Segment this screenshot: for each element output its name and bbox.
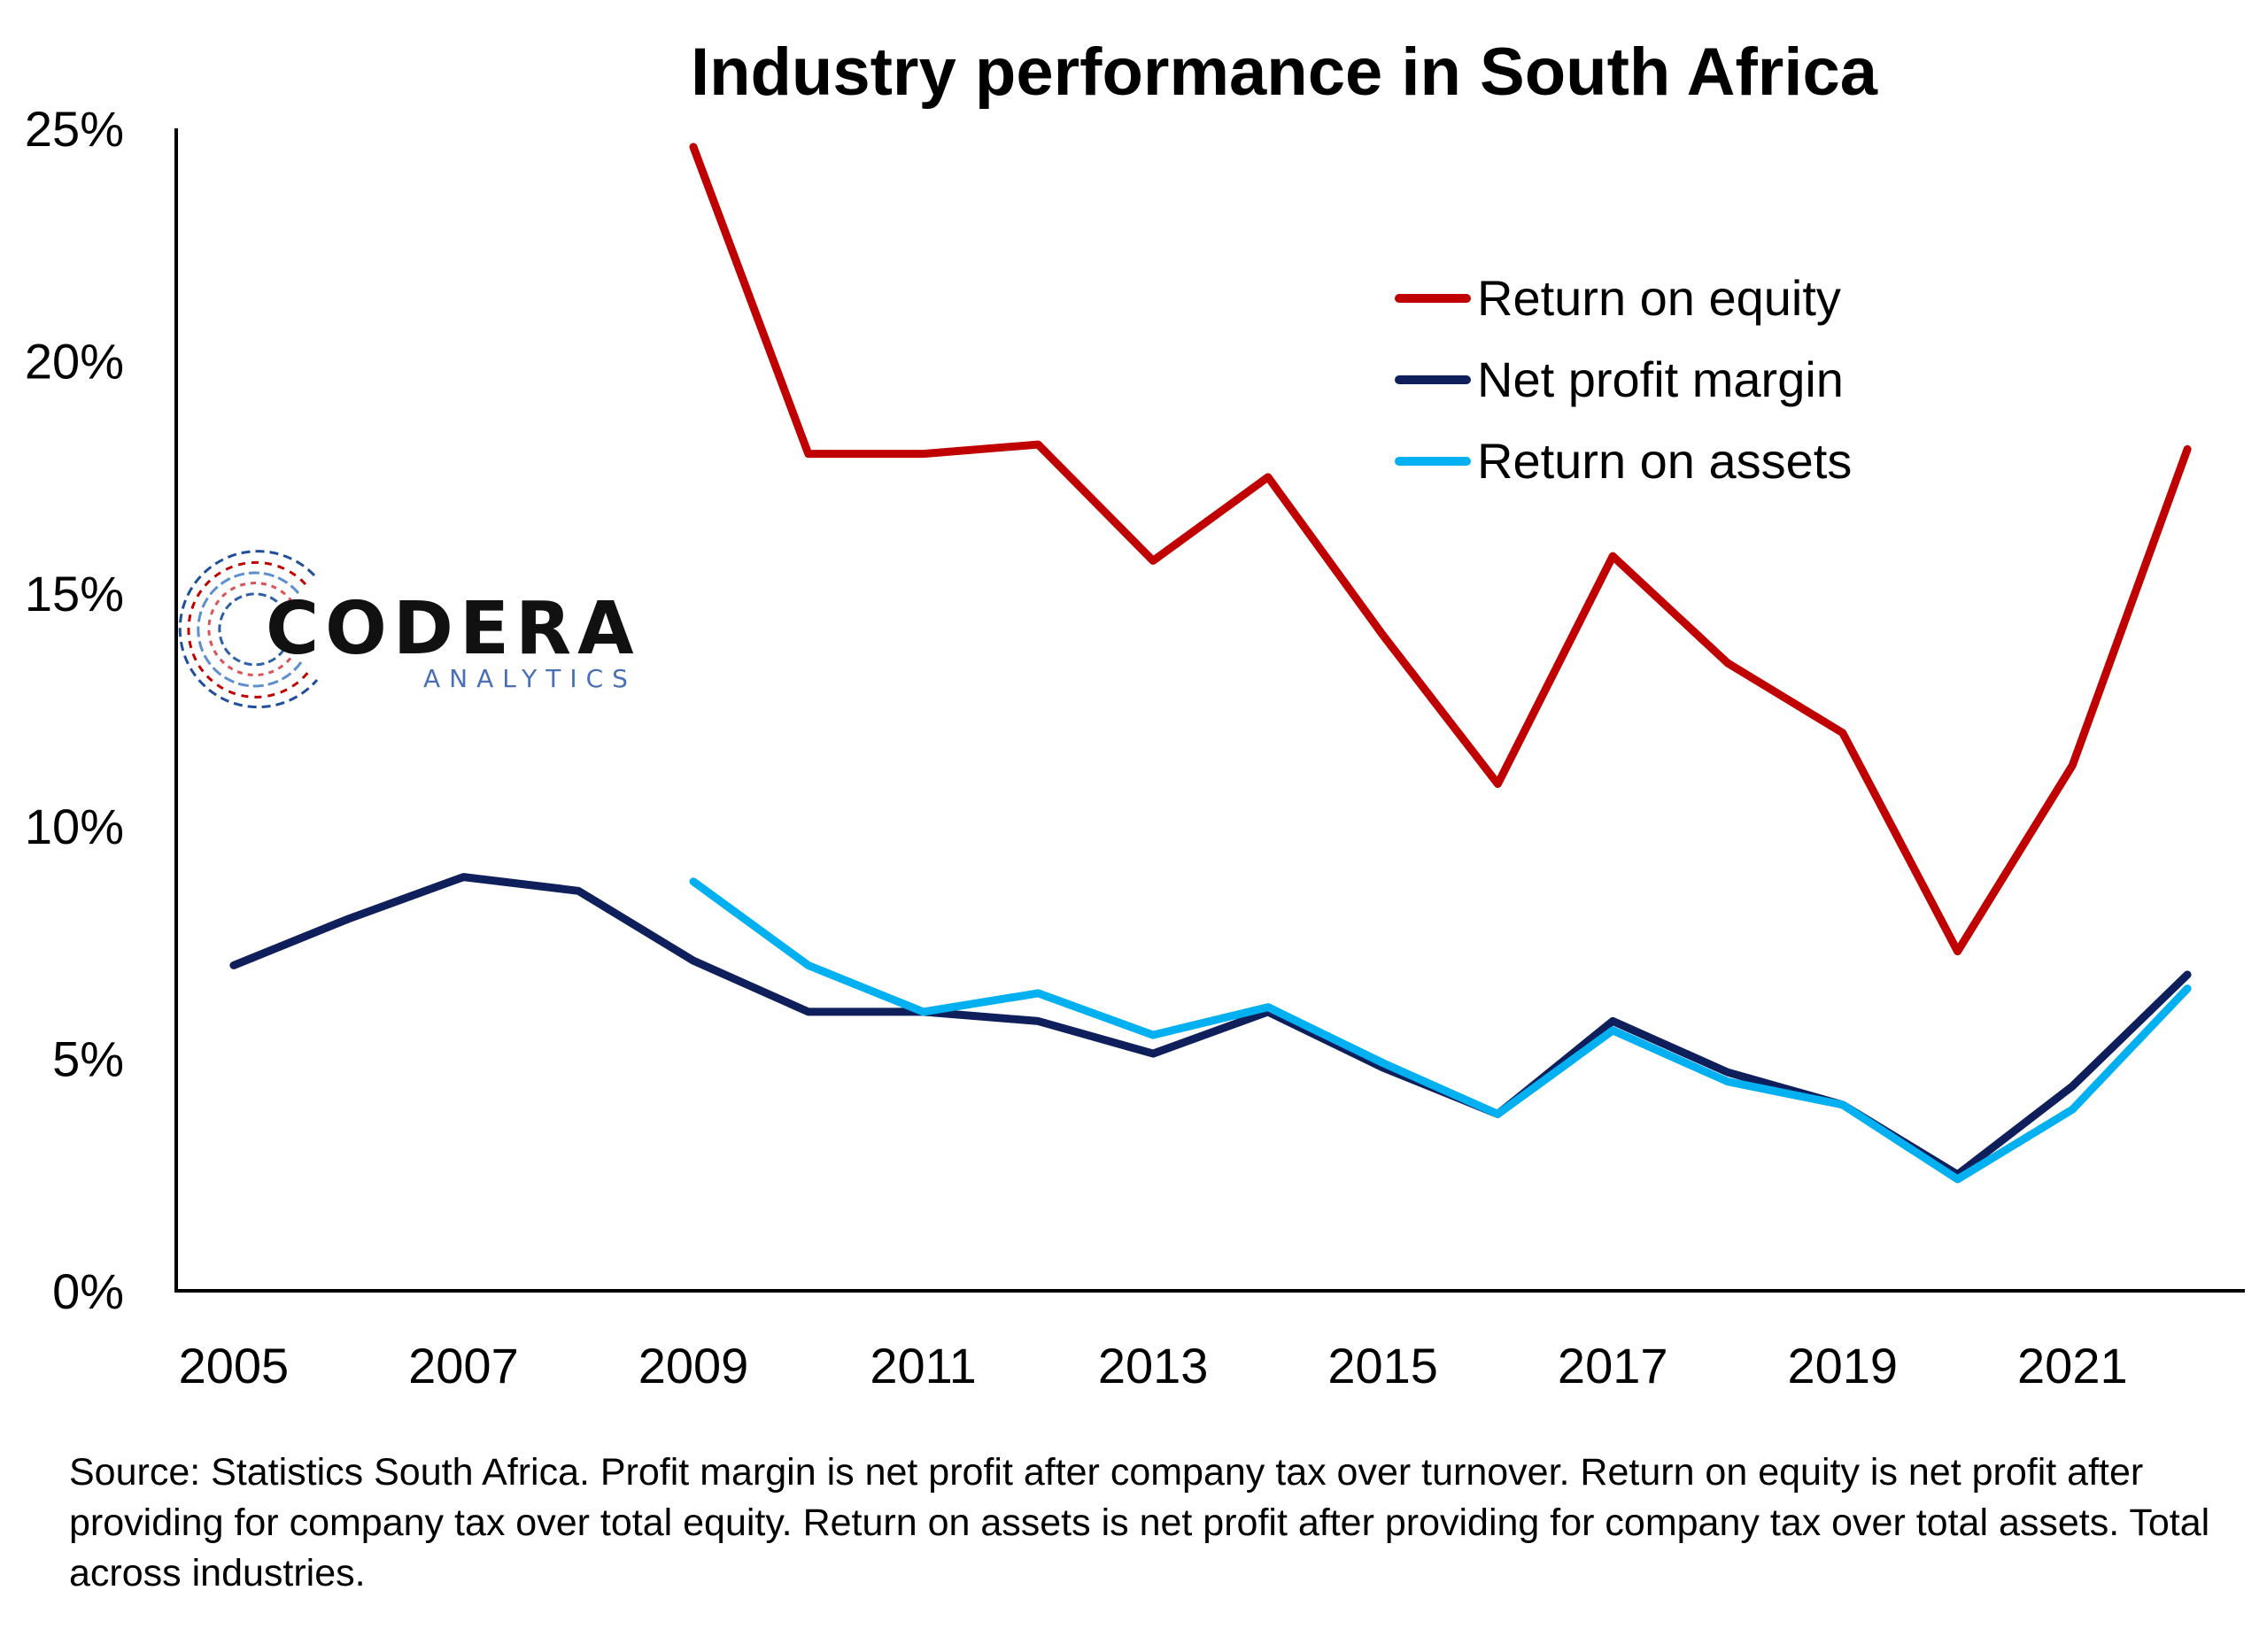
legend-label: Net profit margin [1477, 351, 1844, 407]
x-tick-label: 2007 [408, 1338, 519, 1393]
codera-logo: CODERA ANALYTICS [178, 550, 640, 709]
y-tick-label: 20% [25, 334, 124, 390]
x-tick-label: 2017 [1558, 1338, 1668, 1393]
chart-title: Industry performance in South Africa [691, 35, 1878, 110]
logo-mark-icon [178, 550, 319, 709]
logo-subtitle: ANALYTICS [423, 664, 637, 693]
y-tick-label: 0% [52, 1263, 124, 1319]
series-lines [229, 143, 2192, 1184]
x-tick-label: 2015 [1327, 1338, 1438, 1393]
y-tick-label: 15% [25, 566, 124, 621]
x-tick-labels: 2005 2007 2009 2011 2013 2015 2017 2019 2021 [179, 1338, 2128, 1393]
y-tick-label: 5% [52, 1031, 124, 1086]
axes [174, 128, 2245, 1293]
x-tick-label: 2005 [179, 1338, 290, 1393]
y-tick-label: 25% [25, 101, 124, 157]
y-tick-label: 10% [25, 799, 124, 854]
x-tick-label: 2011 [870, 1338, 976, 1393]
legend: Return on equity Net profit margin Return … [1395, 270, 1852, 489]
series-line-return-on-equity [689, 143, 2192, 956]
y-tick-labels: 0% 5% 10% 15% 20% 25% [25, 101, 124, 1319]
x-tick-label: 2009 [638, 1338, 749, 1393]
source-note: Source: Statistics South Africa. Profit … [69, 1451, 2210, 1594]
x-tick-label: 2021 [2017, 1338, 2128, 1393]
x-tick-label: 2019 [1787, 1338, 1898, 1393]
series-line-net-profit-margin [229, 873, 2192, 1179]
legend-label: Return on equity [1477, 270, 1841, 326]
legend-label: Return on assets [1477, 433, 1852, 489]
series-line-return-on-assets [689, 877, 2192, 1184]
x-tick-label: 2013 [1098, 1338, 1209, 1393]
logo-name: CODERA [266, 587, 640, 671]
